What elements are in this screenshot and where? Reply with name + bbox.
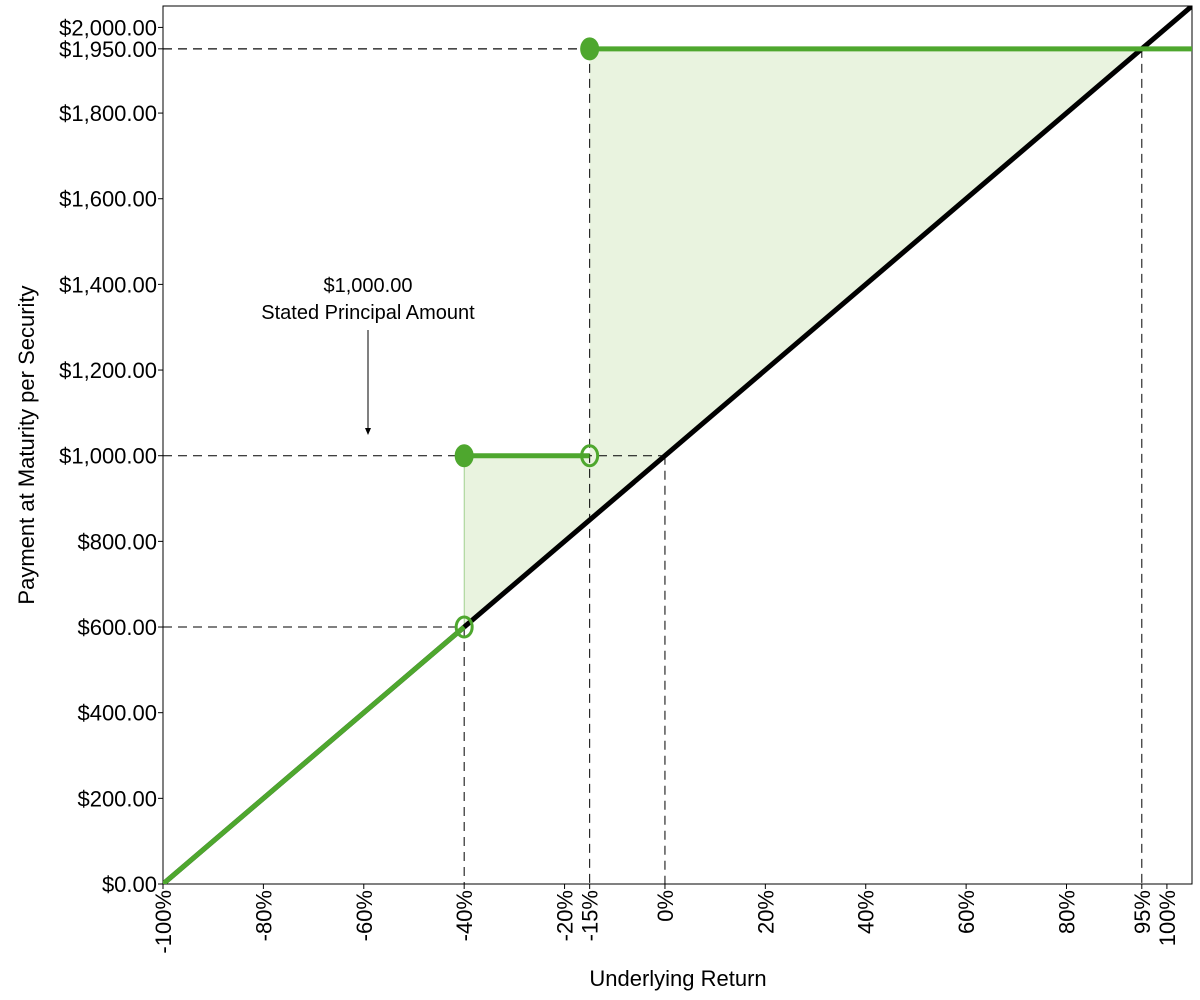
x-tick-label: 80% [1055, 890, 1080, 934]
y-tick-label: $200.00 [77, 786, 157, 811]
y-tick-label: $1,800.00 [59, 101, 157, 126]
y-tick-label: $600.00 [77, 615, 157, 640]
filled-marker [580, 37, 600, 61]
y-tick-label: $0.00 [102, 872, 157, 897]
open-marker [454, 615, 474, 639]
y-tick-label: $1,200.00 [59, 358, 157, 383]
x-tick-label: -60% [352, 890, 377, 941]
annotation-arrowhead [365, 428, 371, 435]
y-axis-label: Payment at Maturity per Security [14, 285, 39, 604]
x-tick-label: 0% [653, 890, 678, 922]
x-axis-label: Underlying Return [589, 966, 766, 991]
x-tick-label: 95% [1130, 890, 1155, 934]
y-tick-label: $1,950.00 [59, 37, 157, 62]
open-marker [580, 444, 600, 468]
x-tick-label: 60% [954, 890, 979, 934]
y-tick-label: $2,000.00 [59, 15, 157, 40]
x-tick-label: -40% [452, 890, 477, 941]
y-tick-label: $1,600.00 [59, 187, 157, 212]
y-tick-label: $400.00 [77, 701, 157, 726]
x-tick-label: 100% [1155, 890, 1180, 946]
y-tick-label: $800.00 [77, 529, 157, 554]
y-tick-label: $1,400.00 [59, 272, 157, 297]
x-tick-label: -20% [553, 890, 578, 941]
filled-marker [454, 444, 474, 468]
x-tick-label: 20% [753, 890, 778, 934]
y-tick-label: $1,000.00 [59, 444, 157, 469]
annotation: Stated Principal Amount [261, 302, 475, 324]
x-tick-label: -80% [251, 890, 276, 941]
plot-frame [162, 5, 1193, 885]
line [163, 625, 466, 884]
x-tick-label: -100% [151, 890, 176, 954]
annotation: $1,000.00 [324, 275, 413, 297]
x-tick-label: 40% [854, 890, 879, 934]
x-tick-label: -15% [578, 890, 603, 941]
